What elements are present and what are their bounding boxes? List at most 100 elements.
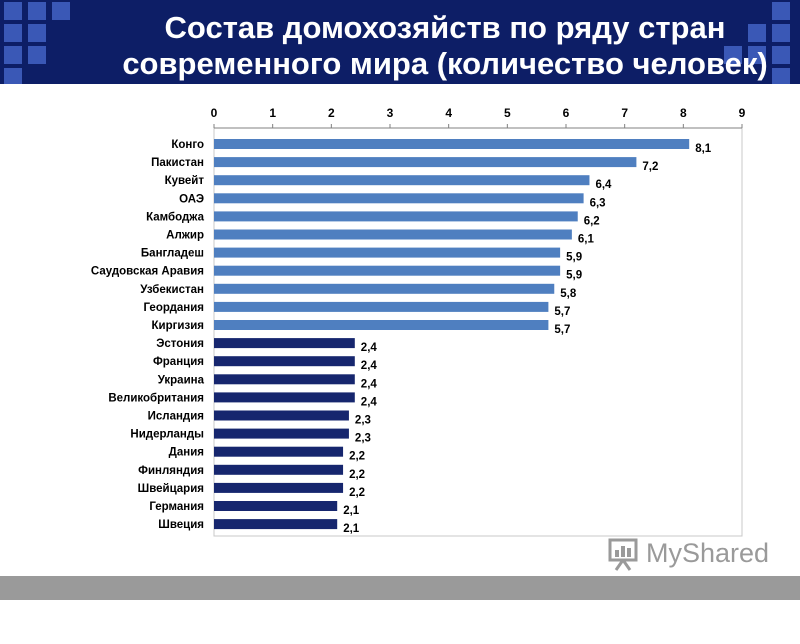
decorative-square — [772, 46, 790, 64]
data-label: 2,4 — [361, 378, 378, 390]
data-label: 2,1 — [343, 505, 360, 517]
bar — [214, 464, 344, 475]
category-label: Финляндия — [138, 465, 204, 477]
x-tick-label: 1 — [269, 106, 276, 120]
bar — [214, 265, 561, 276]
data-label: 2,2 — [349, 469, 365, 481]
bar — [214, 139, 690, 149]
category-label: Саудовская Аравия — [91, 266, 204, 278]
decorative-square — [28, 24, 46, 42]
category-label: ОАЭ — [179, 193, 204, 205]
bar — [214, 301, 549, 312]
decorative-square — [4, 24, 22, 42]
data-label: 2,4 — [361, 396, 378, 408]
bar — [214, 501, 338, 511]
data-label: 2,3 — [355, 415, 371, 427]
data-label: 2,3 — [355, 433, 371, 445]
bar — [214, 519, 338, 530]
myshared-logo: MyShared — [606, 536, 776, 572]
decorative-square — [52, 2, 70, 20]
category-label: Узбекистан — [140, 284, 204, 296]
data-label: 6,1 — [578, 234, 595, 246]
data-label: 2,4 — [361, 342, 378, 354]
category-label: Нидерланды — [130, 429, 204, 441]
data-label: 8,1 — [695, 143, 712, 155]
bar — [214, 392, 355, 403]
title-line-1: Состав домохозяйств по ряду стран — [164, 10, 726, 45]
data-label: 2,2 — [349, 451, 365, 463]
bar — [214, 410, 349, 421]
bar — [214, 283, 555, 294]
x-tick-label: 5 — [504, 106, 511, 120]
header-banner: Состав домохозяйств по ряду стран соврем… — [0, 0, 800, 84]
bar — [214, 338, 355, 349]
bar — [214, 229, 572, 240]
data-label: 5,9 — [566, 270, 582, 282]
category-label: Киргизия — [152, 320, 204, 332]
decorative-square — [4, 46, 22, 64]
category-label: Швейцария — [138, 483, 204, 495]
data-label: 2,4 — [361, 360, 378, 372]
x-tick-label: 3 — [387, 106, 394, 120]
footer-bar — [0, 576, 800, 600]
category-label: Дания — [169, 447, 204, 459]
bar — [214, 247, 561, 258]
x-tick-label: 6 — [563, 106, 570, 120]
data-label: 5,8 — [560, 288, 577, 300]
category-label: Германия — [149, 501, 204, 513]
decorative-square — [724, 46, 742, 64]
decorative-square — [772, 2, 790, 20]
decorative-squares — [4, 2, 790, 84]
bar — [214, 211, 578, 222]
bar — [214, 446, 344, 457]
data-label: 6,3 — [590, 197, 606, 209]
bar — [214, 175, 590, 186]
data-label: 5,7 — [554, 306, 570, 318]
category-label: Кувейт — [165, 175, 205, 187]
category-label: Конго — [171, 139, 204, 151]
decorative-square — [4, 68, 22, 84]
data-label: 6,2 — [584, 215, 600, 227]
category-label: Геордания — [143, 302, 204, 314]
page-title: Состав домохозяйств по ряду стран соврем… — [95, 10, 795, 82]
decorative-square — [28, 2, 46, 20]
bar — [214, 157, 637, 168]
decorative-square — [4, 2, 22, 20]
decorative-square — [772, 68, 790, 84]
category-label: Исландия — [148, 411, 204, 423]
logo-text: MyShared — [646, 538, 770, 568]
data-label: 2,2 — [349, 487, 365, 499]
decorative-square — [748, 24, 766, 42]
x-tick-label: 0 — [211, 106, 218, 120]
data-label: 5,9 — [566, 252, 582, 264]
category-label: Пакистан — [151, 157, 204, 169]
bar — [214, 374, 355, 385]
bar — [214, 482, 344, 493]
decorative-square — [772, 24, 790, 42]
category-label: Эстония — [156, 338, 204, 350]
x-tick-label: 7 — [621, 106, 628, 120]
data-label: 2,1 — [343, 523, 360, 535]
x-tick-label: 2 — [328, 106, 335, 120]
category-label: Бангладеш — [141, 248, 204, 260]
category-label: Швеция — [158, 519, 204, 531]
data-label: 5,7 — [554, 324, 570, 336]
category-label: Франция — [153, 356, 204, 368]
category-label: Украина — [158, 374, 205, 386]
x-tick-label: 9 — [739, 106, 746, 120]
bar — [214, 193, 584, 204]
decorative-square — [28, 46, 46, 64]
data-label: 6,4 — [595, 179, 612, 191]
data-label: 7,2 — [642, 161, 658, 173]
presentation-board-icon — [608, 538, 638, 571]
title-line-2: современного мира (количество человек) — [122, 46, 768, 81]
bar — [214, 428, 349, 439]
bar-chart: 0 1 2 3 4 5 6 7 8 9 Конго 8,1 Пакистан 7,2 Кувейт 6,4 ОА… — [91, 106, 746, 537]
bar — [214, 320, 549, 330]
x-tick-label: 4 — [445, 106, 452, 120]
category-label: Камбоджа — [146, 211, 204, 223]
x-tick-label: 8 — [680, 106, 687, 120]
category-label: Алжир — [166, 230, 204, 242]
category-label: Великобритания — [108, 392, 204, 404]
bar — [214, 356, 355, 367]
